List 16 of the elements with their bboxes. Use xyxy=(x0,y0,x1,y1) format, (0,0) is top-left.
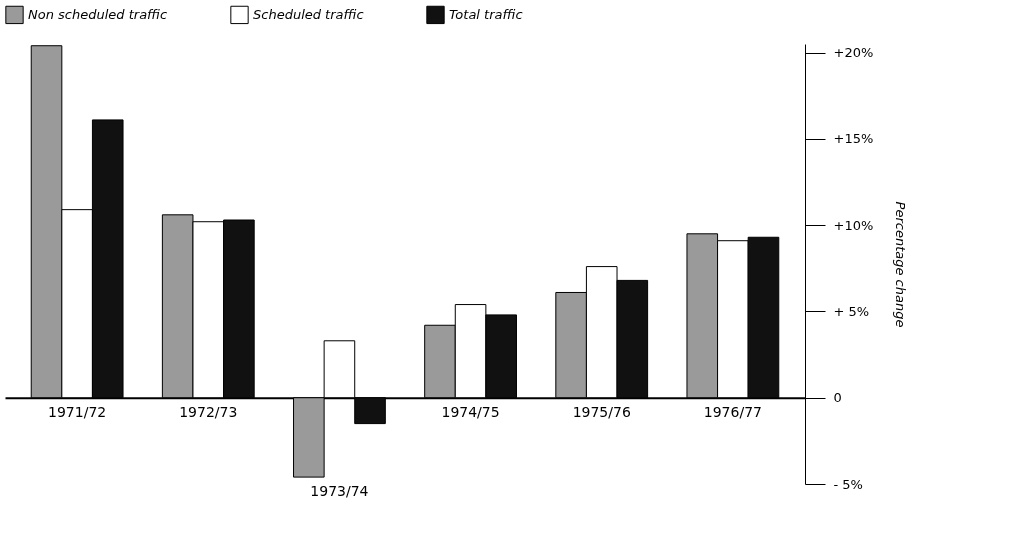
x-tick-label: 1972/73 xyxy=(179,403,238,420)
y-axis-title: Percentage change xyxy=(893,201,909,328)
x-tick-label: 1973/74 xyxy=(310,483,369,500)
y-tick-label: +20% xyxy=(833,45,874,61)
y-tick-label: - 5% xyxy=(833,476,863,492)
y-tick-label: 0 xyxy=(833,390,842,406)
x-tick-label: 1971/72 xyxy=(48,403,107,420)
x-tick-label: 1975/76 xyxy=(572,403,631,420)
x-tick-label: 1974/75 xyxy=(441,403,500,420)
y-tick-label: +10% xyxy=(833,217,874,233)
legend-label: Scheduled traffic xyxy=(253,6,364,22)
legend-label: Total traffic xyxy=(449,6,523,22)
legend-label: Non scheduled traffic xyxy=(28,6,168,22)
x-tick-label: 1976/77 xyxy=(703,403,762,420)
y-tick-label: + 5% xyxy=(833,303,870,319)
y-tick-label: +15% xyxy=(833,131,874,147)
